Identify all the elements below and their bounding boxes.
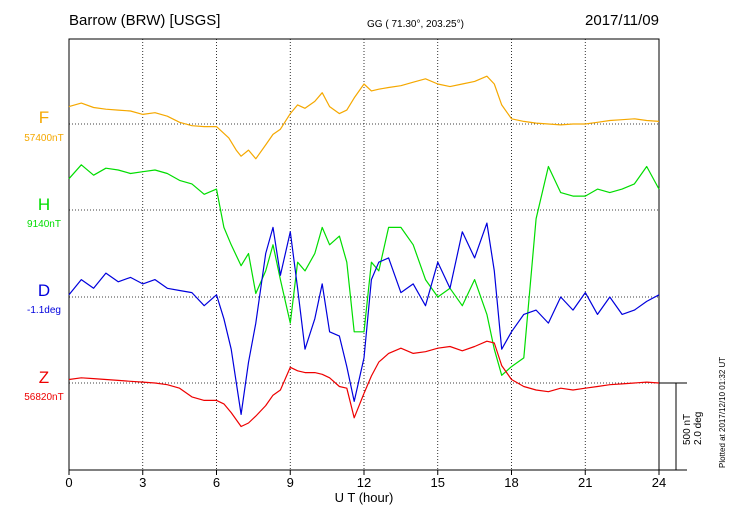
series-line-Z — [68, 340, 660, 428]
date-label: 2017/11/09 — [585, 12, 659, 29]
x-axis: 0 3 6 9 12 15 18 21 24 — [65, 470, 666, 490]
baseline-label-D: -1.1deg — [27, 305, 61, 316]
series-label-H: H — [38, 195, 50, 214]
x-tick-label: 3 — [139, 475, 146, 490]
x-tick-label: 21 — [578, 475, 592, 490]
series-line-D — [68, 222, 660, 415]
series-line-H — [68, 164, 660, 376]
x-tick-label: 6 — [213, 475, 220, 490]
x-tick-label: 9 — [287, 475, 294, 490]
baseline-label-F: 57400nT — [24, 133, 63, 144]
baseline-label-Z: 56820nT — [24, 392, 63, 403]
x-tick-label: 24 — [652, 475, 666, 490]
series-group — [68, 75, 660, 428]
x-tick-label: 18 — [504, 475, 518, 490]
series-label-F: F — [39, 108, 49, 127]
scale-nt-label: 500 nT — [682, 414, 693, 445]
series-line-F — [68, 75, 660, 160]
x-tick-label: 12 — [357, 475, 371, 490]
x-axis-title: U T (hour) — [335, 490, 394, 505]
coordinates-label: GG ( 71.30°, 203.25°) — [367, 19, 464, 30]
plotted-timestamp: Plotted at 2017/12/10 01:32 UT — [718, 357, 727, 468]
grid — [69, 39, 659, 470]
series-label-D: D — [38, 281, 50, 300]
baseline-label-H: 9140nT — [27, 219, 61, 230]
station-title: Barrow (BRW) [USGS] — [69, 12, 220, 29]
series-label-Z: Z — [39, 368, 49, 387]
x-tick-label: 15 — [431, 475, 445, 490]
scale-deg-label: 2.0 deg — [693, 412, 704, 445]
x-tick-label: 0 — [65, 475, 72, 490]
